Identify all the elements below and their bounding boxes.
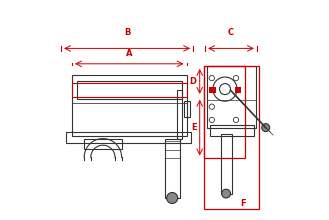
- Bar: [209, 87, 215, 93]
- Bar: [72, 82, 187, 97]
- Text: D: D: [190, 77, 196, 86]
- Circle shape: [262, 124, 270, 132]
- Text: A: A: [126, 49, 133, 58]
- Bar: [207, 66, 256, 128]
- Bar: [235, 87, 241, 93]
- Bar: [84, 139, 122, 148]
- Bar: [77, 81, 182, 99]
- Bar: [204, 66, 259, 209]
- Text: B: B: [124, 28, 130, 37]
- Text: E: E: [191, 123, 196, 132]
- Bar: [177, 90, 182, 139]
- Circle shape: [222, 189, 231, 198]
- Bar: [221, 134, 232, 194]
- Bar: [65, 132, 191, 143]
- Bar: [210, 125, 254, 136]
- Bar: [164, 139, 180, 198]
- Text: C: C: [227, 28, 234, 37]
- Circle shape: [167, 192, 178, 204]
- Bar: [72, 75, 187, 136]
- Bar: [204, 66, 245, 158]
- Text: F: F: [240, 199, 245, 208]
- Bar: [184, 101, 190, 117]
